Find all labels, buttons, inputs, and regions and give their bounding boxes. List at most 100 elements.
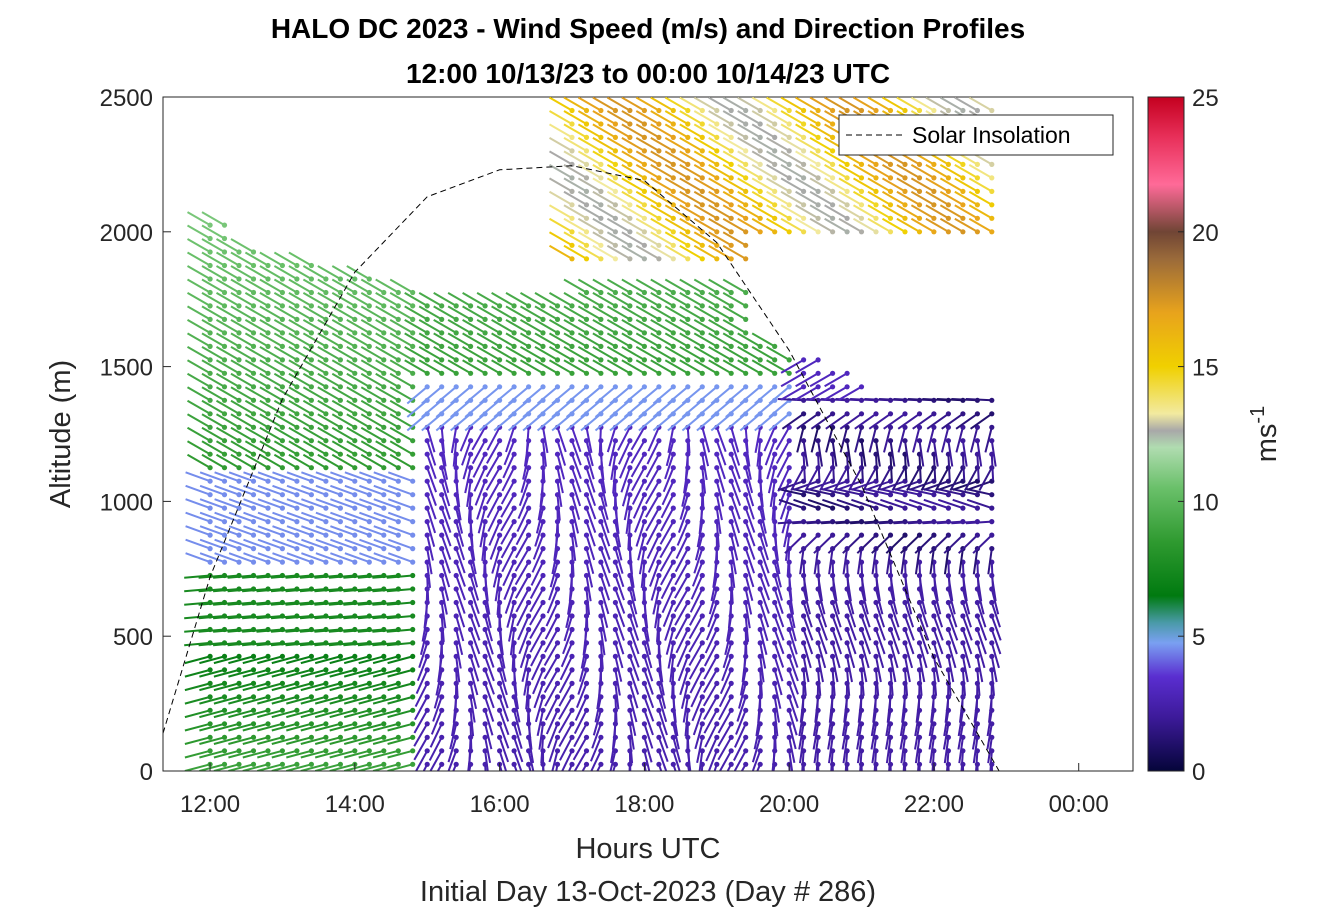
wind-barb-shaft — [643, 683, 655, 709]
wind-barb-shaft — [657, 683, 667, 709]
wind-barb-dot — [583, 148, 590, 154]
wind-barb-dot — [887, 229, 894, 235]
wind-barb-dot — [468, 438, 474, 444]
wind-barb-dot — [279, 546, 285, 552]
wind-barb-dot — [641, 505, 648, 511]
wind-barb-shaft — [375, 359, 399, 375]
wind-barb-shaft — [939, 164, 964, 179]
wind-barb-dot — [424, 707, 430, 713]
wind-barb-shaft — [932, 440, 939, 467]
wind-barb-shaft — [344, 471, 370, 483]
wind-barb-dot — [974, 640, 981, 646]
wind-barb-dot — [974, 492, 981, 498]
wind-barb-shaft — [754, 413, 776, 432]
wind-barb-dot — [554, 761, 561, 767]
wind-barb-shaft — [242, 749, 269, 759]
wind-barb-shaft — [932, 454, 937, 481]
wind-barb-shaft — [418, 319, 443, 334]
wind-barb-shaft — [288, 305, 312, 321]
wind-barb-dot — [641, 451, 648, 457]
wind-barb-dot — [786, 370, 792, 376]
wind-barb-shaft — [664, 244, 689, 260]
wind-barb-shaft — [592, 346, 616, 361]
wind-barb-shaft — [358, 749, 385, 759]
wind-barb-shaft — [635, 319, 660, 334]
wind-barb-shaft — [701, 440, 710, 467]
wind-barb-shaft — [592, 359, 616, 375]
wind-barb-shaft — [558, 709, 573, 734]
wind-barb-dot — [902, 107, 908, 114]
wind-barb-shaft — [852, 97, 877, 112]
wind-barb-dot — [612, 121, 619, 127]
wind-barb-dot — [526, 519, 532, 525]
wind-barb-shaft — [955, 427, 964, 453]
wind-barb-shaft — [519, 292, 544, 307]
wind-barb-dot — [960, 438, 966, 444]
wind-barb-shaft — [643, 750, 651, 771]
wind-barb-shaft — [591, 723, 602, 749]
wind-barb-dot — [207, 465, 213, 471]
wind-barb-shaft — [286, 763, 312, 771]
wind-barb-dot — [497, 370, 503, 376]
wind-barb-shaft — [230, 413, 255, 429]
wind-barb-dot — [641, 492, 648, 498]
wind-barb-shaft — [513, 696, 521, 723]
wind-barb-shaft — [730, 507, 741, 534]
wind-barb-dot — [960, 215, 966, 221]
wind-barb-shaft — [440, 602, 447, 629]
wind-barb-shaft — [328, 628, 355, 633]
wind-barb-shaft — [708, 97, 732, 112]
wind-barb-shaft — [614, 683, 620, 710]
wind-barb-dot — [381, 761, 387, 767]
wind-barb-dot — [410, 357, 416, 363]
wind-barb-shaft — [688, 655, 704, 680]
wind-barb-dot — [714, 107, 720, 114]
wind-barb-shaft — [585, 494, 597, 520]
wind-barb-dot — [815, 357, 821, 363]
wind-barb-dot — [352, 303, 358, 309]
wind-barb-shaft — [201, 305, 226, 321]
wind-barb-shaft — [932, 615, 944, 641]
wind-barb-dot — [743, 330, 749, 336]
wind-barb-shaft — [563, 278, 588, 294]
wind-barb-shaft — [187, 319, 211, 334]
wind-barb-shaft — [375, 440, 399, 456]
wind-barb-shaft — [577, 332, 602, 348]
wind-barb-dot — [497, 572, 503, 579]
wind-barb-shaft — [184, 722, 211, 732]
wind-barb-shaft — [679, 164, 703, 179]
wind-barb-shaft — [299, 628, 326, 633]
wind-barb-shaft — [693, 305, 718, 321]
wind-barb-dot — [410, 667, 416, 673]
wind-barb-dot — [250, 653, 257, 660]
wind-barb-dot — [670, 107, 676, 114]
wind-barb-shaft — [708, 137, 732, 152]
wind-barb-shaft — [737, 217, 761, 233]
wind-barb-shaft — [914, 723, 921, 750]
wind-barb-dot — [714, 721, 720, 727]
wind-barb-dot — [497, 465, 503, 471]
wind-barb-shaft — [831, 615, 843, 641]
wind-barb-shaft — [536, 710, 544, 737]
wind-barb-shaft — [184, 682, 211, 692]
wind-barb-shaft — [199, 695, 225, 705]
wind-barb-dot — [308, 532, 314, 538]
wind-barb-dot — [743, 161, 749, 167]
wind-barb-shaft — [904, 454, 908, 481]
wind-barb-shaft — [484, 737, 492, 763]
wind-barb-dot — [989, 175, 995, 181]
wind-barb-dot — [308, 397, 314, 403]
wind-barb-shaft — [272, 484, 298, 496]
wind-barb-shaft — [314, 682, 341, 692]
wind-barb-shaft — [228, 695, 254, 705]
wind-barb-shaft — [447, 737, 458, 763]
wind-barb-shaft — [860, 642, 870, 669]
wind-barb-dot — [352, 330, 358, 336]
wind-barb-shaft — [472, 453, 486, 478]
wind-barb-shaft — [795, 137, 819, 152]
wind-barb-shaft — [599, 642, 604, 669]
wind-barb-shaft — [515, 521, 530, 546]
wind-barb-shaft — [485, 467, 501, 491]
wind-barb-shaft — [917, 683, 921, 710]
wind-barb-shaft — [672, 710, 679, 737]
